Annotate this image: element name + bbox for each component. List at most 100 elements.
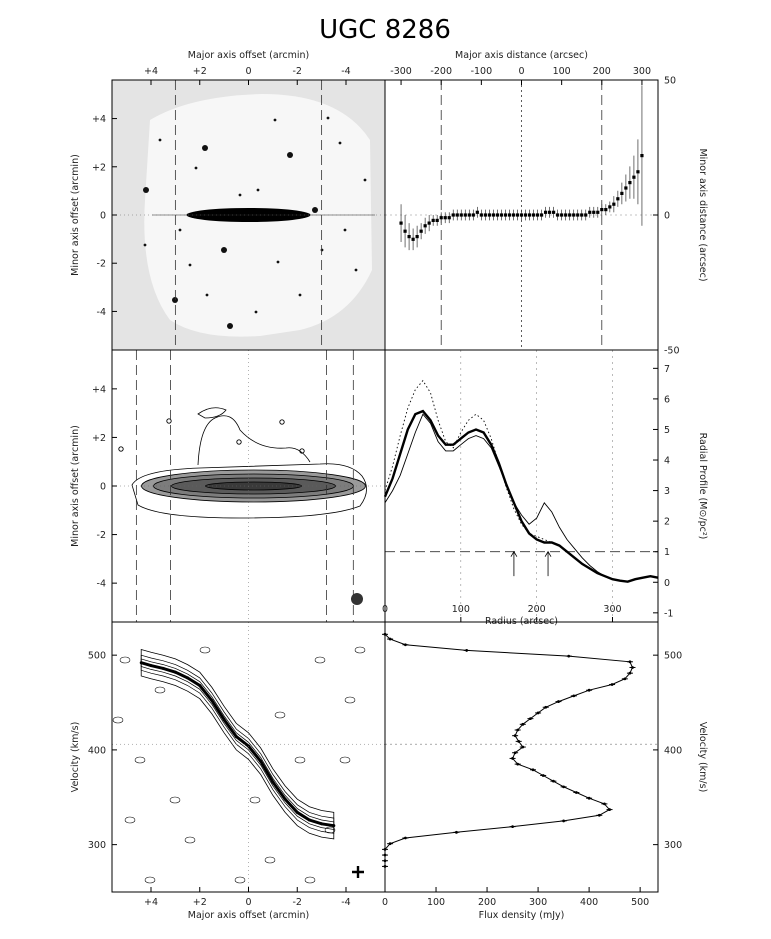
y-tick-label: 6 [664,394,670,405]
x-tick-label: -2 [293,897,302,908]
data-point [455,213,459,217]
data-point [584,213,588,217]
contour-blob [118,446,124,452]
star [287,152,293,158]
star [143,187,149,193]
y-tick-label: 0 [664,578,670,589]
data-point [616,197,620,201]
y-tick-label: 5 [664,425,670,436]
profile-point-dot [587,688,591,692]
y-tick-label: 2 [664,517,670,528]
star [205,293,209,297]
noise-contour [304,876,316,884]
hi-map-panel: +4 +2 0 -2 -4 Minor axis offset (arcmin) [70,349,386,623]
profile-point-dot [597,813,601,817]
profile-point-dot [567,654,571,658]
data-point [588,210,592,214]
y-tick-label: 0 [100,482,106,493]
x-tick-label: 300 [603,604,621,615]
rotation-point [271,780,275,784]
data-point [447,216,451,220]
data-point [560,213,564,217]
data-point [523,213,528,217]
profile-series-thin [384,413,659,583]
noise-contour [169,796,181,804]
panel-frame [384,621,659,893]
noise-contour [314,656,326,664]
noise-contour [344,696,356,704]
x-tick-label: 200 [593,66,611,77]
data-point [568,213,572,217]
noise-contour [339,756,351,764]
data-point [431,218,435,222]
rotation-point [320,822,324,826]
y-tick-label: -1 [664,608,673,619]
star [254,310,258,314]
data-point [548,210,552,214]
x-tick-label: 0 [245,66,251,77]
data-point [403,229,407,233]
global-profile-panel: 0 100 200 300 400 500 500 400 300 Flux density (m… [382,621,708,921]
x-tick-label: 100 [553,66,571,77]
profile-point-dot [517,739,521,743]
warp-curve-panel: -300 -200 -100 0 100 200 300 50 0 -50 Major axis d… [384,50,708,357]
top-x-axis-label: Major axis offset (arcmin) [188,50,309,61]
y-tick-label: 500 [88,651,106,662]
y-tick-label: +2 [92,433,106,444]
profile-point-dot [574,791,578,794]
data-point [580,213,584,217]
data-point [459,213,463,217]
profile-point-dot [513,751,517,755]
data-point [572,213,576,217]
rotation-point [198,683,202,687]
rotation-point [259,759,263,763]
star [143,243,147,247]
x-tick-label: +2 [193,897,207,908]
data-point [483,213,487,217]
noise-contour [184,836,196,844]
data-point [439,216,443,220]
data-point [556,213,560,217]
y-tick-label: -4 [97,579,106,590]
data-point [423,224,427,228]
x-tick-label: 300 [529,897,547,908]
data-point [471,213,475,217]
rotation-point [173,670,177,674]
data-point [592,210,596,214]
x-tick-label: 0 [245,897,251,908]
y-tick-label: 0 [664,211,670,222]
x-tick-label: -100 [471,66,493,77]
profile-point-dot [511,825,514,829]
x-tick-label: -200 [430,66,452,77]
radius-arrowhead [544,550,552,557]
x-tick-label: +2 [193,66,207,77]
star [298,293,302,297]
x-tick-label: 500 [631,897,649,908]
y-tick-label: -4 [97,307,106,318]
data-point [419,229,423,233]
rotation-point [234,735,238,739]
x-axis-label: Major axis offset (arcmin) [188,910,309,921]
data-point [564,213,568,217]
x-tick-label: 200 [478,897,496,908]
pv-contour [140,658,335,830]
y-axis-label: Radial Profile (M⊙/pc²) [697,433,708,540]
star [188,263,192,267]
x-axis-label: Flux density (mJy) [479,910,565,921]
profile-point-dot [516,728,520,732]
data-point [435,218,439,222]
data-point [527,213,532,217]
star [343,228,347,232]
profile-series-thick [383,409,659,583]
profile-point-dot [388,637,392,641]
y-tick-label: 1 [664,547,670,558]
contour-blob [279,419,285,425]
data-point [628,181,632,185]
y-axis-label: Velocity (km/s) [697,722,708,793]
contour-blob [236,439,242,445]
x-tick-label: -4 [341,897,350,908]
x-tick-label: -2 [293,66,302,77]
rotation-point [186,676,190,680]
profile-point-dot [562,819,565,823]
pv-diagram-panel: +4 +2 0 -2 -4 500 400 300 Major axis offset (arc… [70,621,386,921]
